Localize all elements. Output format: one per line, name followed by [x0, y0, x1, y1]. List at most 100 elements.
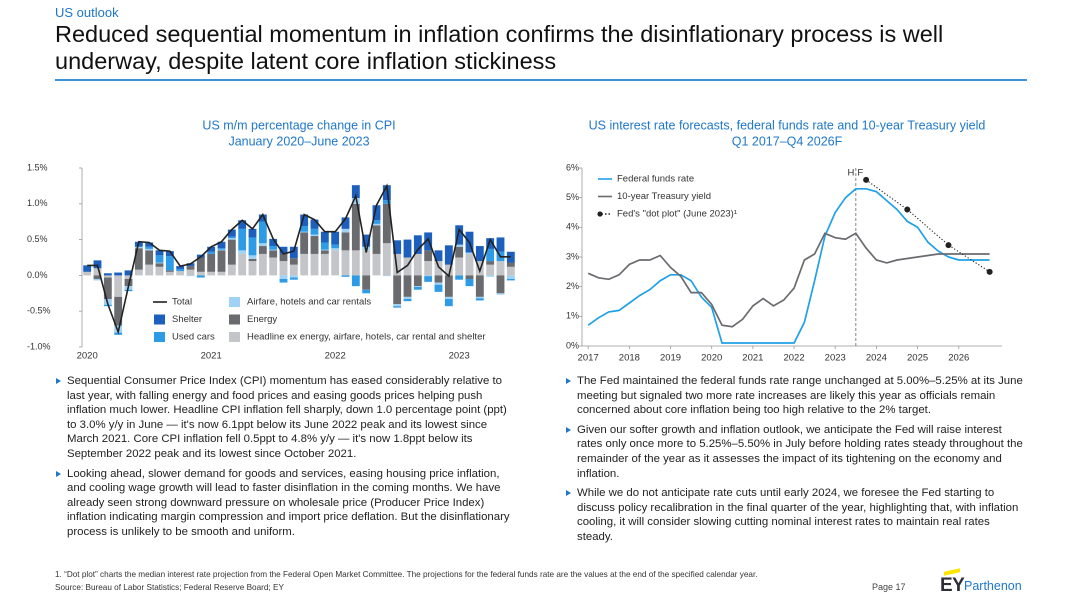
bar-segment	[83, 265, 92, 272]
bar-segment	[444, 264, 453, 276]
x-tick-label: 2019	[660, 353, 681, 364]
bar-segment	[227, 229, 236, 237]
bar-segment	[434, 284, 443, 292]
bar-segment	[310, 234, 319, 237]
legend-swatch	[154, 314, 165, 325]
legend-swatch	[597, 211, 603, 217]
bar-segment	[186, 266, 195, 270]
bar-segment	[351, 185, 360, 199]
bullet: Looking ahead, slower demand for goods a…	[55, 467, 510, 540]
bar-segment	[196, 257, 205, 272]
bar-segment	[434, 250, 443, 262]
bar-segment	[279, 275, 288, 279]
x-tick-label: 2020	[77, 351, 98, 362]
bar-segment	[351, 203, 360, 251]
bar-segment	[331, 250, 340, 276]
legend-label: Energy	[247, 314, 277, 325]
x-tick-label: 2023	[449, 351, 470, 362]
bar-segment	[372, 205, 381, 221]
bar-segment	[496, 275, 505, 294]
bar-segment	[289, 258, 298, 265]
right-bullets: The Fed maintained the federal funds rat…	[565, 374, 1027, 550]
bar-segment	[176, 271, 185, 276]
bar-segment	[248, 237, 257, 256]
bar-segment	[382, 203, 391, 244]
bar-segment	[382, 200, 391, 204]
logo-brand: EY	[940, 575, 965, 596]
bar-segment	[351, 198, 360, 204]
chart-subtitle: Q1 2017–Q4 2026F	[732, 134, 843, 148]
x-tick-label: 2022	[325, 351, 346, 362]
bar-segment	[393, 306, 402, 308]
chart-title: US m/m percentage change in CPI	[202, 118, 395, 132]
bar-segment	[341, 232, 350, 251]
x-tick-label: 2021	[201, 351, 222, 362]
y-tick-label: 1%	[566, 311, 579, 321]
footnote: 1. “Dot plot” charts the median interest…	[55, 570, 758, 579]
bar-segment	[238, 228, 247, 251]
dot-plot-point	[904, 206, 911, 213]
bar-segment	[93, 278, 102, 281]
bar-segment	[413, 286, 422, 287]
bar-segment	[351, 275, 360, 287]
y-tick-label: -1.0%	[27, 341, 51, 351]
bar-segment	[444, 275, 453, 297]
bar-segment	[382, 275, 391, 277]
bar-segment	[465, 278, 474, 287]
y-tick-label: 6%	[566, 162, 579, 172]
x-tick-label: 2020	[701, 353, 722, 364]
bar-segment	[372, 223, 381, 226]
bar-segment	[475, 261, 484, 276]
bar-segment	[124, 289, 133, 292]
charts: US m/m percentage change in CPI January 2…	[27, 118, 1002, 364]
bar-segment	[227, 239, 236, 265]
x-tick-label: 2024	[866, 353, 887, 364]
bar-segment	[341, 217, 350, 229]
bar-segment	[362, 275, 371, 290]
bar-segment	[289, 275, 298, 278]
bar-segment	[465, 252, 474, 254]
bar-segment	[124, 270, 133, 276]
bar-segment	[300, 214, 309, 226]
bar-segment	[258, 243, 267, 247]
bar-segment	[165, 271, 174, 276]
bar-segment	[444, 299, 453, 307]
left-bullets: Sequential Consumer Price Index (CPI) mo…	[55, 374, 510, 545]
bar-segment	[186, 275, 195, 277]
bullet: Given our softer growth and inflation ou…	[565, 423, 1027, 481]
bar-segment	[341, 228, 350, 233]
bar-segment	[320, 231, 329, 243]
bar-segment	[403, 275, 412, 297]
bar-segment	[403, 239, 412, 258]
bar-segment	[134, 269, 143, 276]
bar-segment	[155, 262, 164, 264]
bar-segment	[506, 275, 515, 279]
bar-segment	[320, 253, 329, 276]
bar-segment	[362, 289, 371, 294]
bar-segment	[114, 296, 123, 326]
bar-segment	[310, 253, 319, 276]
dot-plot-point	[986, 268, 993, 275]
legend-label: 10-year Treasury yield	[617, 191, 711, 202]
bar-segment	[413, 275, 422, 287]
bar-segment	[155, 263, 164, 267]
bar-segment	[258, 214, 267, 222]
bar-segment	[455, 246, 464, 258]
bar-segment	[258, 253, 267, 276]
bar-segment	[279, 253, 288, 262]
page-number: Page 17	[872, 582, 906, 592]
bar-segment	[403, 296, 412, 300]
bar-segment	[165, 270, 174, 272]
y-tick-label: 0.0%	[27, 270, 48, 280]
bar-segment	[269, 250, 278, 258]
dot-plot-line	[865, 179, 990, 273]
bullet: While we do not anticipate rate cuts unt…	[565, 486, 1027, 544]
bar-segment	[103, 277, 112, 300]
source: Source: Bureau of Labor Statistics; Fede…	[55, 583, 284, 592]
bar-segment	[362, 234, 371, 247]
bar-segment	[434, 261, 443, 276]
bar-segment	[393, 304, 402, 307]
bar-segment	[486, 248, 495, 262]
bar-segment	[258, 221, 267, 244]
